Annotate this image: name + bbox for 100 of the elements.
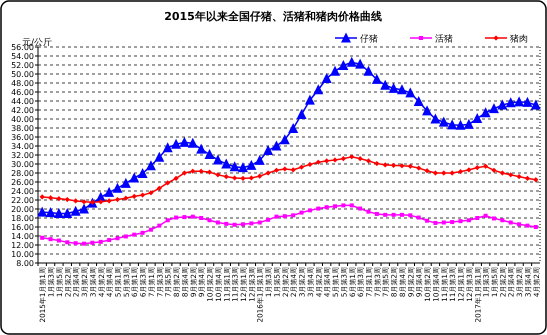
y-tick-label: 46.00 [11, 88, 34, 97]
point [524, 176, 530, 181]
point [464, 118, 474, 129]
point [171, 138, 182, 149]
point [508, 220, 513, 224]
y-tick-label: 16.00 [11, 223, 34, 232]
point [246, 160, 256, 170]
y-tick-label: 32.00 [11, 151, 34, 160]
point [70, 206, 81, 216]
point [534, 225, 538, 229]
point [374, 160, 380, 166]
point [46, 207, 56, 218]
y-tick-label: 36.00 [11, 133, 34, 142]
point [132, 232, 136, 237]
point [291, 213, 296, 218]
point [48, 237, 53, 242]
point [208, 218, 212, 222]
point [154, 152, 164, 162]
point [224, 174, 229, 180]
y-tick-label: 34.00 [11, 142, 34, 151]
y-tick-label: 26.00 [11, 178, 34, 187]
point [416, 216, 421, 220]
point [206, 170, 212, 175]
point [240, 222, 245, 226]
point [491, 168, 497, 173]
point [274, 214, 278, 219]
point [182, 170, 188, 176]
point [114, 196, 120, 202]
point [324, 158, 330, 164]
point [190, 168, 196, 174]
point [199, 216, 204, 220]
point [450, 220, 454, 224]
point [56, 238, 61, 242]
point [148, 190, 154, 196]
point [349, 154, 354, 160]
point [396, 84, 407, 94]
point [483, 164, 488, 169]
point [62, 208, 72, 218]
point [358, 206, 362, 211]
y-tick-label: 24.00 [11, 187, 34, 196]
point [296, 109, 307, 119]
point [120, 178, 131, 188]
point [174, 216, 178, 220]
point [146, 160, 156, 170]
y-tick-label: 40.00 [11, 115, 34, 124]
point [388, 82, 399, 93]
point [466, 167, 472, 172]
point [300, 210, 304, 215]
point [124, 234, 128, 238]
point [37, 206, 48, 217]
point [408, 213, 412, 218]
point [308, 208, 312, 212]
y-tick-label: 18.00 [11, 214, 34, 223]
point [456, 120, 466, 130]
y-tick-label: 54.00 [11, 52, 34, 61]
point [188, 138, 198, 148]
point [500, 218, 504, 222]
point [104, 186, 114, 197]
point [514, 96, 524, 106]
point [230, 161, 240, 172]
point [74, 241, 78, 246]
point [196, 144, 206, 154]
point [366, 158, 372, 164]
point [366, 210, 370, 214]
point [484, 214, 488, 218]
point [383, 212, 388, 217]
point [266, 218, 270, 222]
point [525, 224, 530, 228]
point [54, 208, 64, 218]
point [304, 94, 315, 105]
point [298, 164, 304, 170]
point [263, 145, 274, 155]
point [433, 220, 438, 225]
point [447, 119, 458, 130]
point [156, 186, 162, 191]
point [405, 87, 416, 98]
point [416, 165, 422, 171]
point [232, 175, 238, 181]
point [65, 240, 70, 244]
point [480, 107, 491, 118]
point [106, 198, 112, 204]
point [112, 182, 122, 193]
point [232, 222, 237, 227]
y-tick-label: 8.00 [16, 259, 34, 268]
point [340, 156, 346, 162]
point [115, 236, 120, 240]
point [190, 214, 195, 219]
point [475, 216, 480, 220]
y-tick-label: 14.00 [11, 232, 34, 241]
point [132, 194, 137, 199]
y-tick-label: 48.00 [11, 79, 34, 88]
point [442, 220, 446, 224]
y-tick-label: 42.00 [11, 106, 34, 115]
point [533, 177, 538, 182]
point [282, 214, 287, 218]
y-tick-label: 50.00 [11, 70, 34, 79]
point [424, 168, 430, 174]
point [372, 74, 382, 84]
point [330, 66, 340, 76]
point [400, 212, 404, 217]
